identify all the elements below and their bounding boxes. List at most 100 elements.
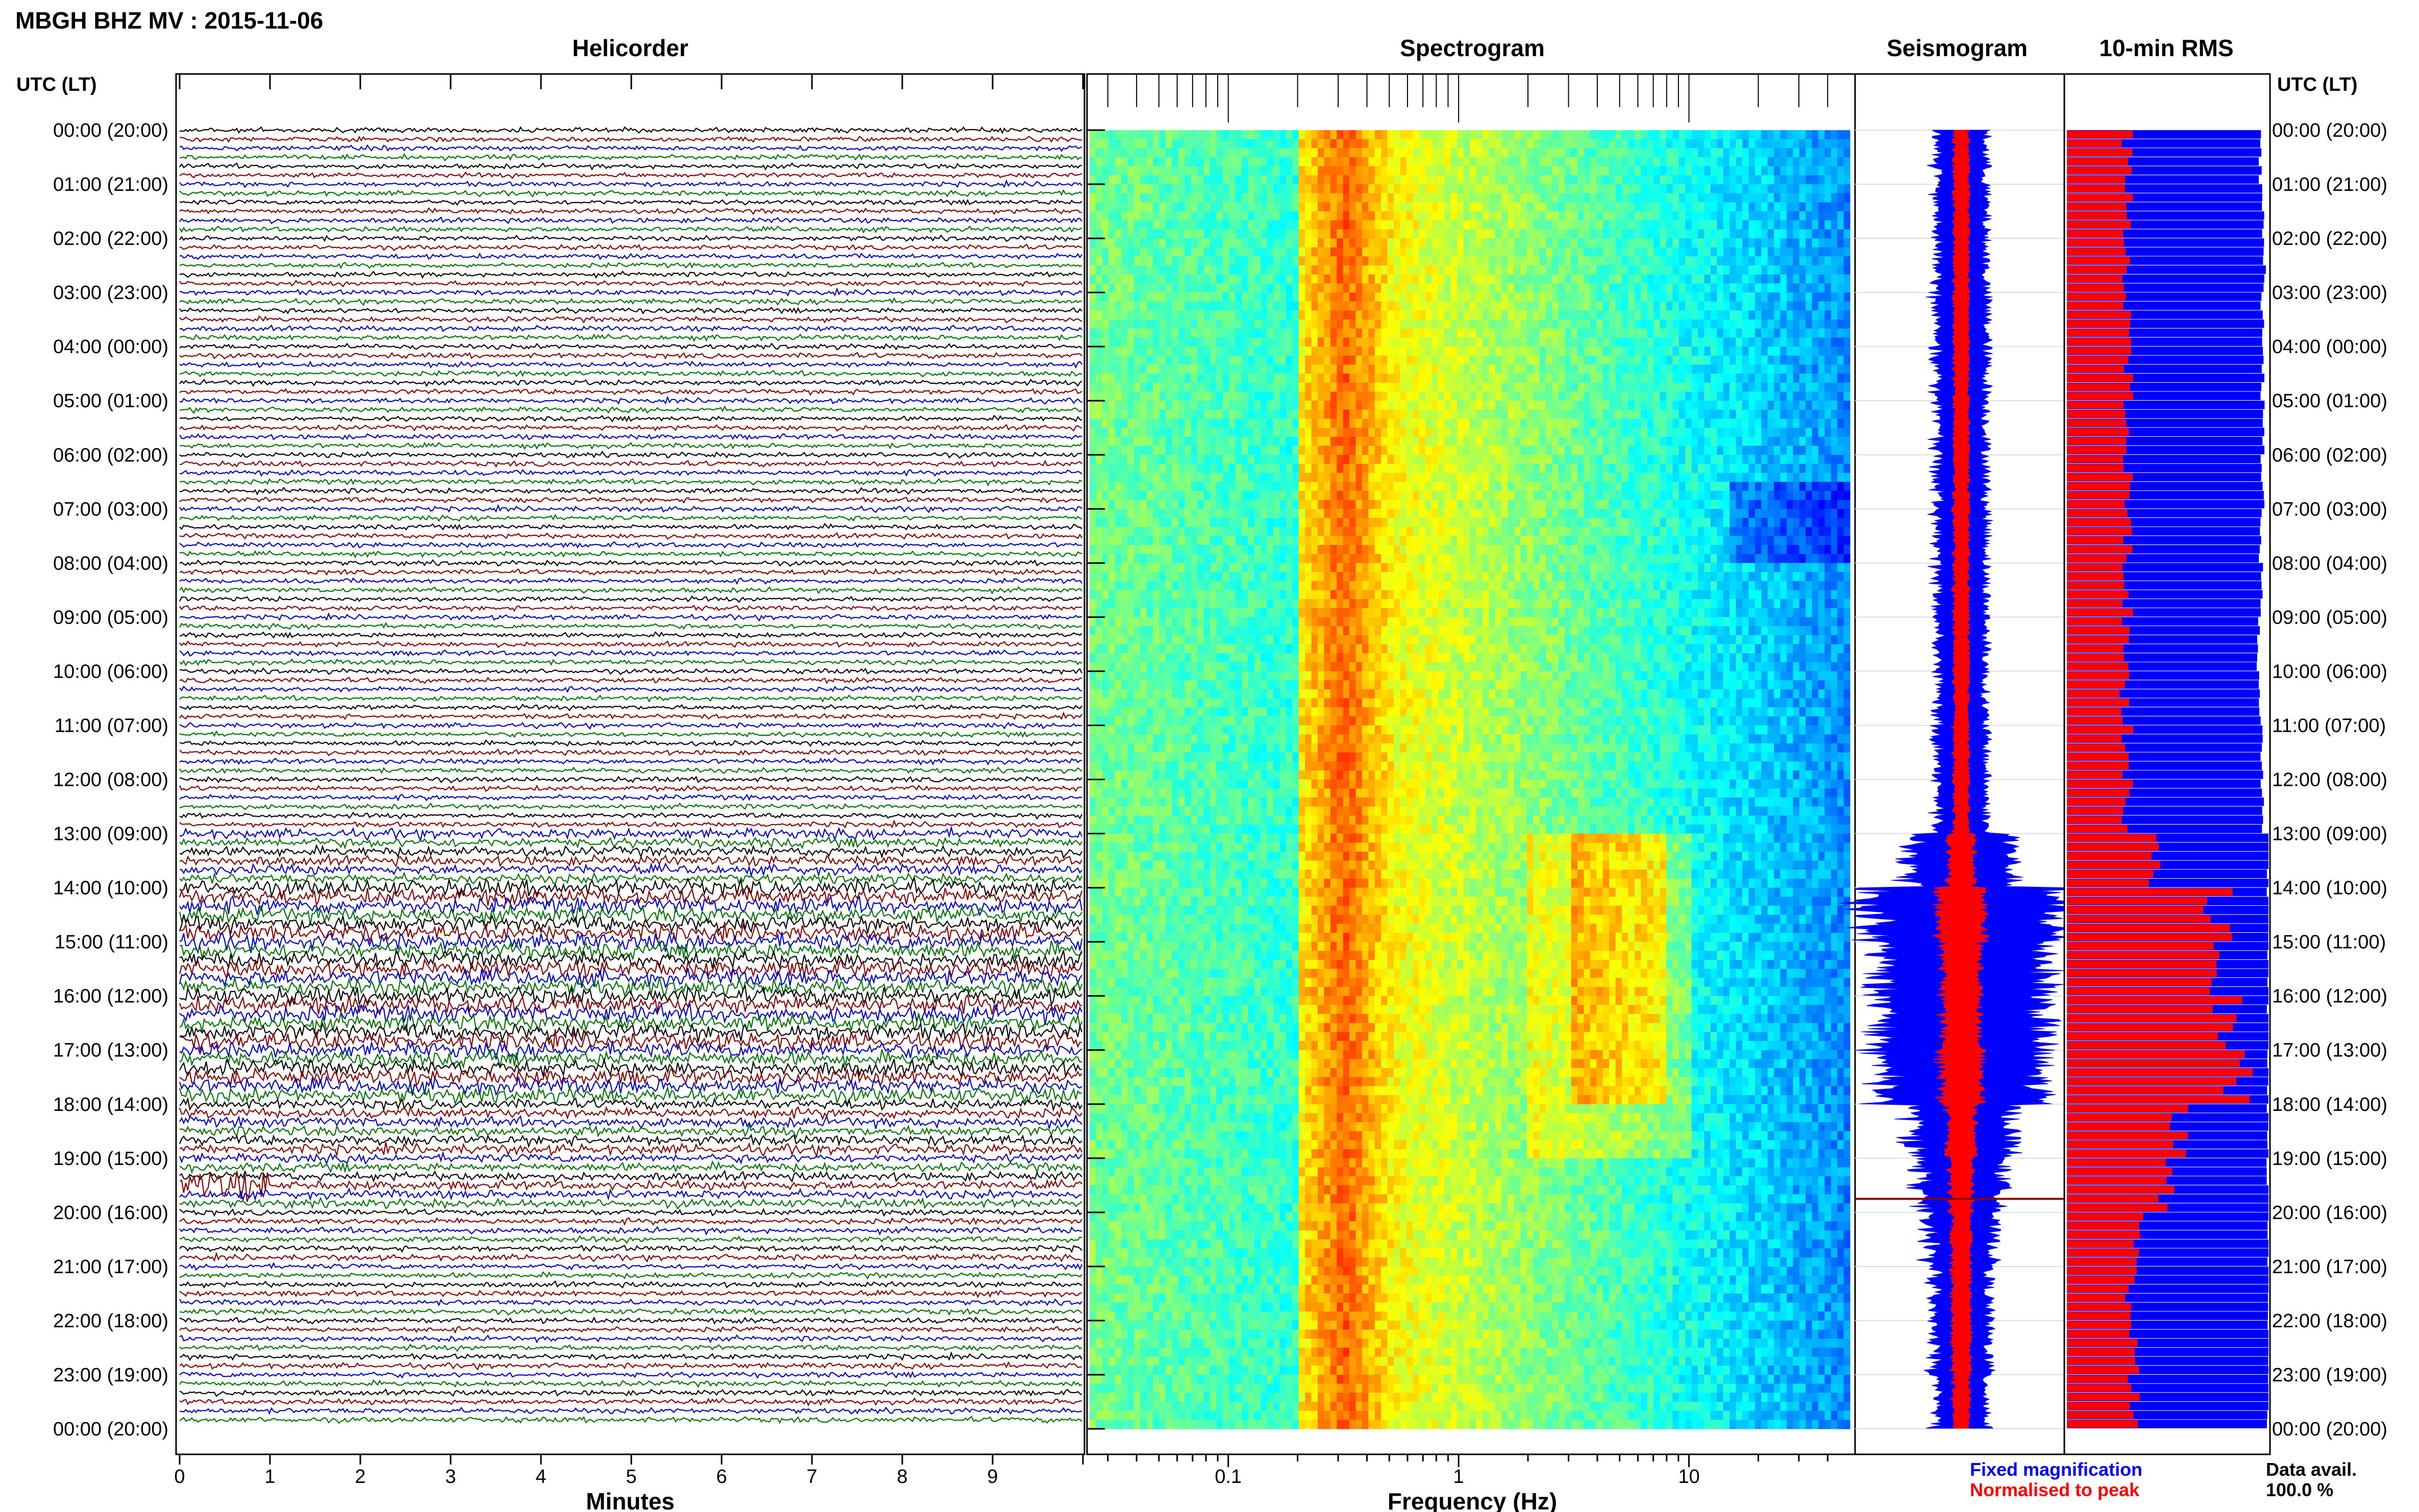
- spectrogram-cell: [1615, 202, 1622, 212]
- spectrogram-cell: [1444, 401, 1451, 410]
- spectrogram-cell: [1400, 292, 1407, 302]
- spectrogram-cell: [1730, 418, 1737, 428]
- spectrogram-cell: [1419, 274, 1426, 284]
- time-label-right: 01:00 (21:00): [2272, 174, 2387, 195]
- spectrogram-cell: [1818, 274, 1825, 284]
- spectrogram-cell: [1362, 391, 1369, 401]
- spectrogram-cell: [1153, 130, 1160, 140]
- spectrogram-cell: [1698, 346, 1705, 356]
- spectrogram-cell: [1495, 482, 1502, 491]
- spectrogram-cell: [1178, 193, 1185, 203]
- spectrogram-cell: [1476, 355, 1483, 365]
- spectrogram-cell: [1305, 374, 1312, 383]
- spectrogram-cell: [1622, 337, 1628, 347]
- spectrogram-cell: [1660, 166, 1667, 176]
- spectrogram-cell: [1748, 202, 1756, 212]
- spectrogram-cell: [1178, 463, 1185, 474]
- spectrogram-cell: [1450, 238, 1458, 248]
- spectrogram-cell: [1197, 455, 1204, 464]
- spectrogram-cell: [1660, 436, 1667, 447]
- spectrogram-cell: [1425, 374, 1433, 383]
- spectrogram-cell: [1672, 382, 1680, 392]
- spectrogram-cell: [1780, 328, 1787, 338]
- spectrogram-cell: [1172, 238, 1179, 248]
- spectrogram-cell: [1539, 211, 1546, 221]
- spectrogram-cell: [1133, 364, 1141, 374]
- spectrogram-cell: [1748, 193, 1756, 203]
- spectrogram-cell: [1374, 292, 1381, 302]
- helicorder-trace: [179, 658, 1082, 667]
- spectrogram-cell: [1146, 247, 1153, 257]
- spectrogram-cell: [1806, 283, 1813, 293]
- spectrogram-cell: [1431, 310, 1439, 320]
- spectrogram-cell: [1102, 409, 1109, 419]
- spectrogram-cell: [1806, 436, 1813, 447]
- spectrogram-cell: [1520, 130, 1527, 140]
- spectrogram-cell: [1457, 265, 1464, 275]
- spectrogram-cell: [1736, 130, 1743, 140]
- spectrogram-cell: [1337, 157, 1344, 167]
- spectrogram-cell: [1824, 193, 1832, 203]
- spectrogram-cell: [1406, 473, 1413, 482]
- spectrogram-cell: [1153, 220, 1160, 230]
- helicorder-trace: [179, 922, 1082, 945]
- spectrogram-cell: [1495, 346, 1502, 356]
- spectrogram-cell: [1121, 401, 1128, 410]
- spectrogram-cell: [1565, 139, 1572, 148]
- spectrogram-cell: [1229, 473, 1236, 482]
- spectrogram-cell: [1305, 382, 1312, 392]
- spectrogram-cell: [1102, 382, 1109, 392]
- spectrogram-cell: [1615, 283, 1622, 293]
- spectrogram-cell: [1717, 355, 1724, 365]
- page-title: MBGH BHZ MV : 2015-11-06: [15, 7, 323, 34]
- spectrogram-cell: [1552, 445, 1559, 455]
- spectrogram-cell: [1793, 184, 1800, 194]
- spectrogram-cell: [1571, 436, 1578, 447]
- spectrogram-cell: [1602, 175, 1610, 185]
- spectrogram-cell: [1102, 337, 1109, 347]
- spectrogram-cell: [1691, 148, 1698, 158]
- spectrogram-cell: [1146, 274, 1153, 284]
- spectrogram-cell: [1425, 310, 1433, 320]
- spectrogram-cell: [1786, 211, 1793, 221]
- spectrogram-cell: [1153, 418, 1160, 428]
- spectrogram-cell: [1806, 220, 1813, 230]
- spectrogram-cell: [1666, 157, 1673, 167]
- spectrogram-cell: [1647, 364, 1654, 374]
- spectrogram-cell: [1172, 455, 1179, 464]
- time-label-right: 09:00 (05:00): [2272, 607, 2387, 628]
- spectrogram-cell: [1387, 130, 1394, 140]
- spectrogram-cell: [1413, 256, 1420, 266]
- spectrogram-cell: [1197, 391, 1204, 401]
- spectrogram-cell: [1273, 184, 1280, 194]
- spectrogram-cell: [1628, 292, 1635, 302]
- spectrogram-cell: [1254, 337, 1261, 347]
- spectrogram-cell: [1090, 401, 1096, 410]
- spectrogram-cell: [1222, 157, 1229, 167]
- spectrogram-cell: [1514, 274, 1521, 284]
- spectrogram-cell: [1444, 184, 1451, 194]
- helicorder-trace: [179, 496, 1082, 504]
- spectrogram-cell: [1799, 193, 1806, 203]
- spectrogram-cell: [1127, 157, 1134, 167]
- spectrogram-cell: [1102, 202, 1109, 212]
- spectrogram-cell: [1641, 157, 1648, 167]
- spectrogram-cell: [1419, 238, 1426, 248]
- spectrogram-cell: [1444, 328, 1451, 338]
- spectrogram-cell: [1394, 337, 1400, 347]
- spectrogram-cell: [1679, 130, 1686, 140]
- helicorder-trace: [179, 460, 1082, 468]
- spectrogram-cell: [1672, 463, 1680, 474]
- spectrogram-cell: [1153, 445, 1160, 455]
- spectrogram-cell: [1615, 130, 1622, 140]
- spectrogram-cell: [1602, 157, 1610, 167]
- spectrogram-cell: [1261, 202, 1268, 212]
- spectrogram-cell: [1166, 157, 1172, 167]
- spectrogram-cell: [1546, 319, 1552, 329]
- spectrogram-cell: [1495, 463, 1502, 474]
- spectrogram-cell: [1634, 401, 1641, 410]
- spectrogram-cell: [1660, 238, 1667, 248]
- spectrogram-cell: [1242, 346, 1248, 356]
- spectrogram-cell: [1159, 274, 1166, 284]
- spectrogram-cell: [1482, 229, 1489, 239]
